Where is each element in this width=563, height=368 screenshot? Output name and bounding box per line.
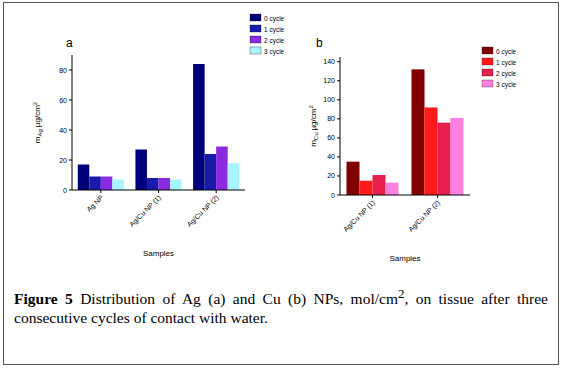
legend: 0 cycle 1 cycle 2 cycle 3 cycle (250, 14, 285, 56)
y-tick (337, 195, 340, 196)
y-tick-label: 40 (59, 127, 67, 134)
y-tick-label: 60 (327, 134, 335, 141)
y-tick-label: 80 (59, 67, 67, 74)
y-axis-label: mAgµg/cm2 (32, 101, 43, 143)
y-label-sub: Cu (313, 132, 319, 140)
y-tick (337, 61, 340, 62)
y-tick-label: 60 (59, 97, 67, 104)
x-tick-label: Ag/Cu NP (1) (342, 199, 377, 234)
legend-swatch (482, 47, 493, 54)
legend-swatch (250, 14, 261, 21)
legend-label: 3 cycle (264, 48, 285, 56)
panel-label: b (316, 36, 323, 50)
y-tick-label: 100 (323, 96, 335, 103)
x-axis-label: Samples (143, 249, 174, 258)
bars (78, 64, 239, 190)
y-tick (337, 118, 340, 119)
bar (101, 177, 113, 191)
bar (78, 165, 90, 191)
x-tick-label: Ag/Cu NP (2) (407, 199, 442, 234)
y-tick (337, 156, 340, 157)
legend-swatch (250, 47, 261, 54)
legend-label: 1 cycle (264, 26, 285, 34)
y-label-sub: Ag (37, 129, 43, 136)
x-tick (372, 195, 373, 198)
y-label-sup: 2 (32, 101, 38, 105)
y-tick-label: 0 (331, 192, 335, 199)
bar (360, 181, 373, 195)
bar (412, 69, 425, 195)
y-tick-label: 20 (327, 172, 335, 179)
bar (451, 118, 464, 195)
chart: b 0 20 40 60 80 100 120 140 Ag/Cu NP (1) Ag/Cu NP … (308, 36, 517, 263)
x-tick (437, 195, 438, 198)
y-axis (340, 57, 341, 195)
bar (89, 177, 101, 191)
y-tick (337, 175, 340, 176)
y-tick-label: 20 (59, 157, 67, 164)
bar (112, 180, 124, 191)
y-axis (72, 55, 73, 190)
bar (205, 154, 217, 190)
caption: Figure 5 Distribution of Ag (a) and Cu (… (14, 284, 548, 327)
y-tick (69, 100, 72, 101)
legend-swatch (250, 36, 261, 43)
y-tick (69, 160, 72, 161)
x-tick (158, 190, 159, 193)
caption-label: Figure 5 (14, 290, 73, 307)
caption-sup: 2 (398, 286, 404, 301)
legend-label: 2 cycle (264, 37, 285, 45)
legend: 0 cycle 1 cycle 2 cycle 3 cycle (482, 47, 517, 89)
legend-swatch (482, 58, 493, 65)
x-tick-label: Ag NP (85, 194, 105, 214)
y-tick-label: 40 (327, 153, 335, 160)
y-tick-label: 120 (323, 77, 335, 84)
figure-frame (4, 3, 559, 365)
y-tick (337, 80, 340, 81)
legend-swatch (250, 25, 261, 32)
x-tick (100, 190, 101, 193)
bar (135, 150, 147, 191)
legend-label: 3 cycle (496, 81, 517, 89)
y-label-sup: 2 (308, 105, 314, 109)
caption-text: Distribution of Ag (a) and Cu (b) NPs, m… (73, 290, 398, 307)
bar (425, 107, 438, 195)
bar (438, 123, 451, 195)
bar (373, 175, 386, 195)
legend-swatch (482, 69, 493, 76)
bar (347, 162, 360, 195)
y-tick (337, 99, 340, 100)
x-axis-label: Samples (389, 254, 420, 263)
y-tick-label: 0 (63, 187, 67, 194)
bar (170, 180, 182, 191)
x-tick-label: Ag/Cu NP (2) (186, 194, 221, 229)
y-tick (69, 130, 72, 131)
y-label-unit: µg/cm (309, 108, 318, 130)
legend-label: 2 cycle (496, 70, 517, 78)
y-axis-label: mCuµg/cm2 (308, 105, 319, 147)
legend-label: 1 cycle (496, 59, 517, 67)
legend-label: 0 cycle (264, 15, 285, 23)
y-tick-label: 140 (323, 58, 335, 65)
y-tick-label: 80 (327, 115, 335, 122)
bar (193, 64, 205, 190)
chart: a 0 20 40 60 80 Ag NP Ag/Cu NP (1) Ag/Cu NP (2) S… (32, 14, 285, 258)
legend-label: 0 cycle (496, 48, 517, 56)
bar (228, 163, 240, 190)
bar (386, 183, 399, 195)
y-tick (69, 70, 72, 71)
panel-label: a (66, 36, 73, 50)
bar (159, 178, 171, 190)
legend-swatch (482, 80, 493, 87)
y-tick (69, 190, 72, 191)
x-tick-label: Ag/Cu NP (1) (128, 194, 163, 229)
bar (216, 147, 228, 191)
bars (347, 69, 464, 195)
x-axis (340, 195, 470, 196)
bar (147, 178, 159, 190)
y-tick (337, 137, 340, 138)
y-label-unit: µg/cm (33, 105, 42, 127)
x-tick (216, 190, 217, 193)
